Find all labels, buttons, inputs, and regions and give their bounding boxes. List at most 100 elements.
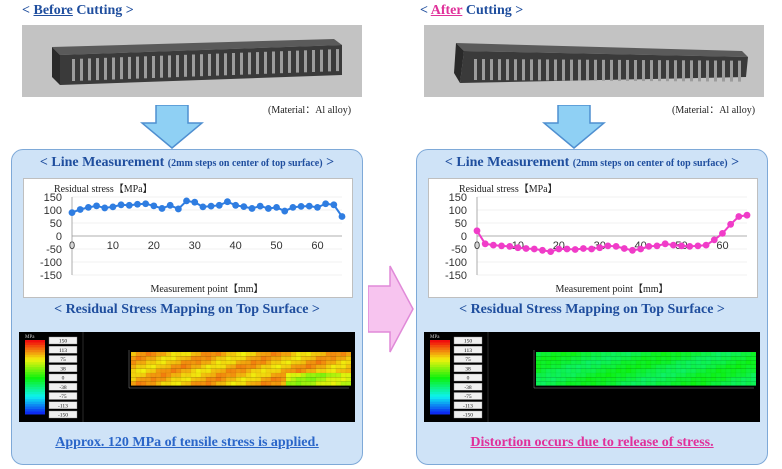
before-map-cell bbox=[255, 360, 262, 365]
before-colorbar-segment bbox=[25, 369, 45, 373]
after-map-cell bbox=[665, 360, 672, 365]
before-map-cell bbox=[270, 381, 277, 386]
after-map-cell bbox=[665, 368, 672, 374]
after-map-cell bbox=[585, 377, 592, 382]
after-map-cell bbox=[645, 364, 652, 369]
after-data-point bbox=[604, 242, 612, 250]
before-map-cell bbox=[195, 360, 202, 365]
before-map-cell bbox=[210, 360, 217, 365]
before-map-cell bbox=[310, 360, 317, 365]
after-colorbar-segment bbox=[430, 404, 450, 408]
before-map-cell bbox=[215, 377, 222, 382]
before-y-tick-label: -100 bbox=[40, 257, 62, 269]
after-map-cell bbox=[750, 351, 757, 357]
before-data-point bbox=[84, 204, 92, 211]
before-map-cell bbox=[160, 364, 167, 369]
after-map-cell bbox=[560, 368, 567, 374]
after-panel: < Line Measurement (2mm steps on center … bbox=[416, 149, 768, 465]
after-map-cell bbox=[685, 360, 692, 365]
before-map-cell bbox=[250, 356, 257, 361]
before-map-cell bbox=[320, 381, 327, 386]
after-colorbar-segment bbox=[430, 364, 450, 368]
after-map-cell bbox=[680, 351, 687, 357]
before-map-cell bbox=[265, 364, 272, 369]
before-map-cell bbox=[240, 377, 247, 382]
after-map-cell bbox=[710, 381, 717, 386]
after-map-cell bbox=[710, 364, 717, 369]
after-map-cell bbox=[675, 356, 682, 361]
after-map-cell bbox=[580, 360, 587, 365]
after-colorbar-label-box bbox=[453, 401, 483, 409]
before-map-cell bbox=[190, 356, 197, 361]
before-map-cell bbox=[310, 364, 317, 369]
before-map-cell bbox=[325, 364, 332, 369]
slot-cut bbox=[136, 56, 139, 79]
before-map-cell bbox=[160, 372, 167, 378]
before-map-cell bbox=[140, 377, 147, 382]
before-map-cell bbox=[345, 381, 352, 386]
slot-cut bbox=[610, 59, 613, 81]
after-colorbar-label: 113 bbox=[464, 348, 472, 354]
after-map-cell bbox=[610, 360, 617, 365]
before-data-point bbox=[215, 201, 223, 209]
after-y-tick-label: -150 bbox=[445, 270, 467, 282]
before-map-cell bbox=[165, 356, 172, 361]
after-map-cell bbox=[655, 364, 662, 369]
before-data-point bbox=[93, 202, 100, 210]
before-map-cell bbox=[285, 372, 292, 378]
after-colorbar-segment bbox=[430, 411, 450, 415]
before-map-cell bbox=[275, 372, 282, 378]
before-map-cell bbox=[250, 372, 257, 378]
after-map-cell bbox=[570, 351, 577, 357]
after-map-cell bbox=[605, 368, 612, 374]
before-map-cell bbox=[195, 368, 202, 374]
after-map-cell bbox=[575, 368, 582, 374]
slot-cut bbox=[554, 59, 557, 81]
before-map-cell bbox=[245, 360, 252, 365]
before-map-cell bbox=[160, 360, 167, 365]
after-map-cell bbox=[640, 372, 647, 378]
before-map-cell bbox=[180, 377, 187, 382]
after-colorbar-segment bbox=[430, 389, 450, 393]
before-map-cell bbox=[200, 368, 207, 374]
before-cutting-heading: < Before Cutting > bbox=[22, 3, 134, 18]
after-map-cell bbox=[605, 377, 612, 382]
before-map-cell bbox=[310, 351, 317, 357]
after-map-cell bbox=[545, 356, 552, 361]
before-map-cell bbox=[265, 377, 272, 382]
after-map-cell bbox=[690, 360, 697, 365]
after-map-cell bbox=[735, 351, 742, 357]
before-map-cell bbox=[175, 368, 182, 374]
before-map-cell bbox=[285, 351, 292, 357]
after-map-cell bbox=[670, 356, 677, 361]
before-map-cell bbox=[235, 368, 242, 374]
after-map-cell bbox=[680, 377, 687, 382]
before-y-tick-label: 100 bbox=[44, 205, 62, 217]
after-map-cell bbox=[630, 372, 637, 378]
after-map-cell bbox=[610, 368, 617, 374]
before-map-cell bbox=[180, 360, 187, 365]
before-map-cell bbox=[300, 364, 307, 369]
before-map-cell bbox=[175, 377, 182, 382]
after-map-cell bbox=[640, 381, 647, 386]
after-conclusion: Distortion occurs due to release of stre… bbox=[470, 435, 714, 450]
slot-cut bbox=[682, 60, 685, 82]
after-map-cell bbox=[580, 372, 587, 378]
after-colorbar-segment bbox=[430, 406, 450, 410]
slot-cut bbox=[714, 60, 717, 82]
after-map-cell bbox=[565, 381, 572, 386]
after-map-cell bbox=[560, 360, 567, 365]
after-map-cell bbox=[540, 381, 547, 386]
before-map-cell bbox=[205, 381, 212, 386]
after-map-cell bbox=[685, 368, 692, 374]
after-map-cell bbox=[725, 364, 732, 369]
after-map-cell bbox=[745, 364, 752, 369]
before-map-cell bbox=[210, 368, 217, 374]
before-map-cell bbox=[340, 368, 347, 374]
before-map-cell bbox=[235, 364, 242, 369]
before-colorbar-segment bbox=[25, 406, 45, 410]
before-map-cell bbox=[205, 351, 212, 357]
before-map-cell bbox=[260, 351, 267, 357]
before-map-cell bbox=[240, 364, 247, 369]
after-map-cell bbox=[725, 381, 732, 386]
